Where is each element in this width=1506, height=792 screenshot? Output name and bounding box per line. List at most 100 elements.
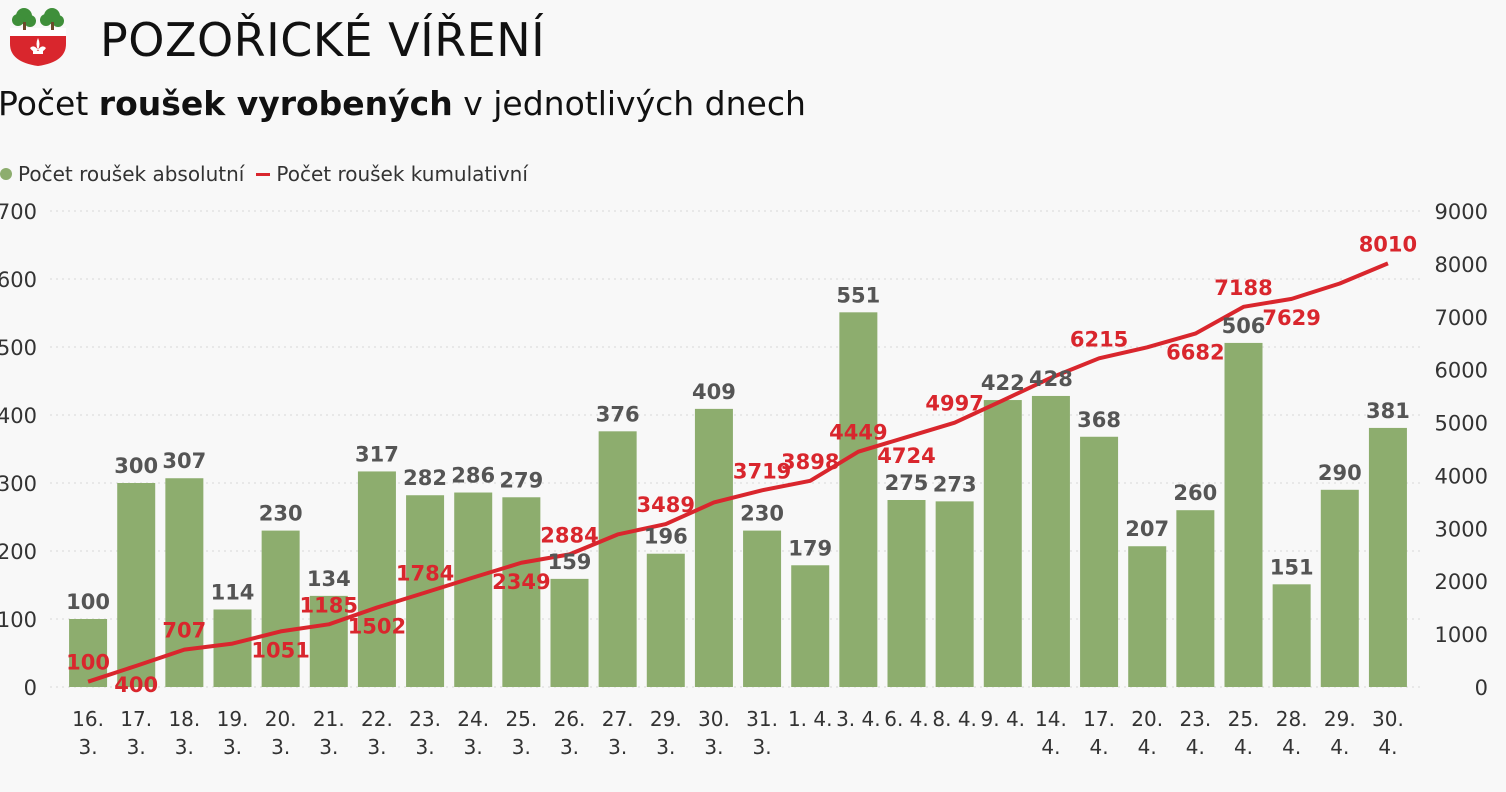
x-tick-label: 3. (656, 735, 675, 759)
bar (598, 431, 637, 687)
x-tick-label: 4. (1138, 735, 1157, 759)
x-tick-label: 20. (265, 707, 297, 731)
y-left-tick-label: 400 (0, 404, 37, 428)
x-tick-label: 25. (505, 707, 537, 731)
x-tick-label: 23. (1179, 707, 1211, 731)
x-tick-label: 4. (1186, 735, 1205, 759)
y-left-tick-label: 100 (0, 608, 37, 632)
bar (1080, 436, 1119, 687)
line-data-label: 2884 (540, 523, 598, 547)
bar (839, 312, 878, 687)
x-tick-label: 22. (361, 707, 393, 731)
x-tick-label: 16. (72, 707, 104, 731)
y-right-tick-label: 6000 (1435, 359, 1488, 383)
bar (1176, 510, 1215, 687)
x-tick-label: 17. (1083, 707, 1115, 731)
x-tick-label: 3. (512, 735, 531, 759)
x-tick-label: 29. (650, 707, 682, 731)
x-tick-label: 29. (1324, 707, 1356, 731)
bar (694, 408, 733, 687)
legend-line-marker-icon (256, 172, 271, 176)
bar-data-label: 317 (355, 442, 399, 466)
y-right-tick-label: 0 (1475, 676, 1488, 700)
subtitle-prefix: Počet (0, 84, 99, 123)
y-left-tick-label: 500 (0, 336, 37, 360)
bar (1031, 395, 1070, 687)
x-tick-label: 19. (217, 707, 249, 731)
x-tick-label: 4. (1090, 735, 1109, 759)
line-data-label: 6682 (1166, 341, 1224, 365)
bar (502, 497, 541, 687)
x-tick-label: 28. (1276, 707, 1308, 731)
y-right-tick-label: 7000 (1435, 306, 1488, 330)
x-tick-label: 20. (1131, 707, 1163, 731)
bar (1224, 342, 1263, 687)
line-data-label: 4997 (925, 392, 983, 416)
subtitle-suffix: v jednotlivých dnech (452, 84, 806, 123)
bar-data-label: 159 (548, 550, 592, 574)
line-data-label: 7188 (1214, 276, 1272, 300)
x-tick-label: 14. (1035, 707, 1067, 731)
bar-data-label: 114 (211, 580, 255, 604)
bar-data-label: 286 (451, 464, 495, 488)
y-right-tick-label: 8000 (1435, 253, 1488, 277)
bar (1368, 427, 1407, 687)
bar (791, 565, 830, 687)
y-left-tick-label: 300 (0, 472, 37, 496)
x-tick-label: 21. (313, 707, 345, 731)
bar-data-label: 300 (114, 454, 158, 478)
bar-data-label: 275 (885, 471, 929, 495)
bar-data-label: 179 (788, 536, 832, 560)
bar (983, 400, 1022, 687)
line-data-label: 7629 (1262, 306, 1320, 330)
bar-data-label: 290 (1318, 461, 1362, 485)
line-data-label: 707 (162, 619, 206, 643)
bar-data-label: 207 (1125, 517, 1169, 541)
x-tick-label: 3. (367, 735, 386, 759)
bar-data-label: 506 (1222, 314, 1266, 338)
x-tick-label: 3. (608, 735, 627, 759)
line-data-label: 3719 (733, 459, 791, 483)
bar (1320, 489, 1359, 687)
x-tick-label: 8. 4. (932, 707, 977, 731)
x-tick-label: 1. 4. (788, 707, 833, 731)
y-right-tick-label: 4000 (1435, 464, 1488, 488)
x-tick-label: 25. (1228, 707, 1260, 731)
line-data-label: 1502 (348, 615, 406, 639)
bar (646, 553, 685, 687)
x-tick-label: 23. (409, 707, 441, 731)
line-data-label: 1784 (396, 562, 454, 586)
bar-data-label: 551 (836, 283, 880, 307)
x-tick-label: 31. (746, 707, 778, 731)
bar (550, 578, 589, 687)
line-data-label: 2349 (492, 570, 550, 594)
y-left-tick-label: 600 (0, 268, 37, 292)
x-tick-label: 26. (554, 707, 586, 731)
y-left-tick-label: 700 (0, 200, 37, 224)
bar-data-label: 279 (499, 468, 543, 492)
bar (117, 483, 156, 687)
line-data-label: 4724 (877, 444, 935, 468)
bar (454, 492, 493, 687)
y-right-tick-label: 1000 (1435, 623, 1488, 647)
bar (935, 501, 974, 687)
bar (743, 530, 782, 687)
cumulative-line (87, 261, 1389, 684)
bar-data-label: 376 (596, 402, 640, 426)
bar (887, 500, 926, 687)
x-tick-label: 3. (223, 735, 242, 759)
bar-data-label: 230 (259, 502, 303, 526)
bar (261, 530, 300, 687)
y-right-tick-label: 5000 (1435, 412, 1488, 436)
bar-data-label: 409 (692, 380, 736, 404)
bar-data-label: 100 (66, 590, 110, 614)
x-tick-label: 4. (1234, 735, 1253, 759)
line-data-label: 100 (66, 651, 110, 675)
x-tick-label: 30. (698, 707, 730, 731)
bar-data-label: 260 (1173, 481, 1217, 505)
bar (1128, 546, 1167, 687)
line-data-label: 6215 (1070, 327, 1128, 351)
bar (213, 609, 252, 687)
legend-bar-label: Počet roušek absolutní (18, 162, 245, 186)
x-tick-label: 4. (1378, 735, 1397, 759)
